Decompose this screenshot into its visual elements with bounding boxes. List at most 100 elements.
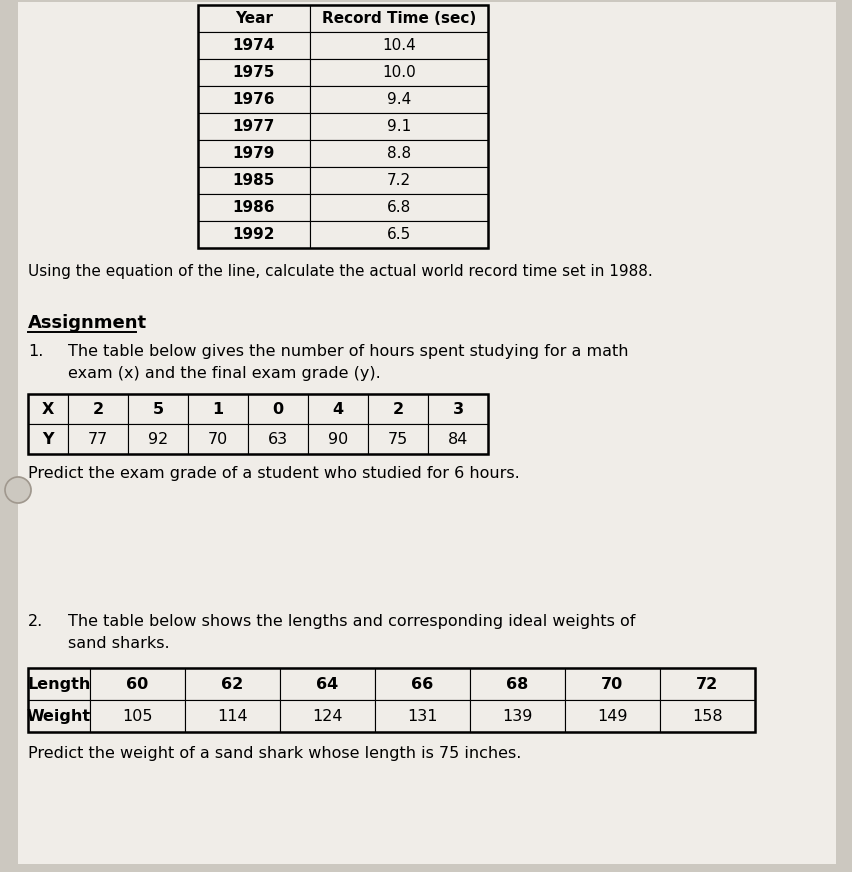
Text: 1.: 1. [28,344,43,359]
Bar [564,700,659,732]
Text: Y: Y [43,432,54,446]
Bar [308,424,367,454]
Text: 1976: 1976 [233,92,275,107]
Text: 2: 2 [92,401,103,417]
Text: sand sharks.: sand sharks. [68,636,170,651]
Text: 2.: 2. [28,614,43,629]
Text: 149: 149 [596,708,627,724]
Bar [469,668,564,700]
Text: 158: 158 [691,708,722,724]
Text: 66: 66 [411,677,433,691]
Bar [187,394,248,424]
Bar [198,140,309,167]
Text: 7.2: 7.2 [387,173,411,188]
Bar [198,221,309,248]
Bar [198,5,487,248]
Text: 1977: 1977 [233,119,275,134]
Circle shape [5,477,31,503]
Bar [564,668,659,700]
Text: The table below gives the number of hours spent studying for a math: The table below gives the number of hour… [68,344,628,359]
Text: 6.8: 6.8 [387,200,411,215]
Bar [309,194,487,221]
Bar [367,394,428,424]
Text: Weight: Weight [27,708,91,724]
Bar [187,424,248,454]
Bar [198,5,309,32]
Bar [128,424,187,454]
Bar [28,424,68,454]
Text: 68: 68 [506,677,528,691]
Bar [309,32,487,59]
Text: exam (x) and the final exam grade (y).: exam (x) and the final exam grade (y). [68,366,380,381]
Bar [279,668,375,700]
Bar [428,394,487,424]
Bar [28,668,754,732]
Text: 1975: 1975 [233,65,275,80]
Bar [68,424,128,454]
Text: 139: 139 [502,708,532,724]
Text: 1986: 1986 [233,200,275,215]
Text: 2: 2 [392,401,403,417]
Bar [185,700,279,732]
Bar [198,32,309,59]
Text: Length: Length [27,677,90,691]
Bar [185,668,279,700]
Bar [90,668,185,700]
Text: 4: 4 [332,401,343,417]
Text: 63: 63 [268,432,288,446]
Text: Predict the weight of a sand shark whose length is 75 inches.: Predict the weight of a sand shark whose… [28,746,521,761]
Text: 64: 64 [316,677,338,691]
Text: Predict the exam grade of a student who studied for 6 hours.: Predict the exam grade of a student who … [28,466,519,481]
Bar [28,394,68,424]
Text: 9.1: 9.1 [387,119,411,134]
Bar [28,700,90,732]
Text: 72: 72 [695,677,717,691]
Bar [198,167,309,194]
Bar [248,394,308,424]
Bar [375,668,469,700]
Bar [309,167,487,194]
Text: 70: 70 [601,677,623,691]
Text: 84: 84 [447,432,468,446]
Bar [309,59,487,86]
Text: Year: Year [234,11,273,26]
Text: 90: 90 [327,432,348,446]
Bar [309,5,487,32]
Text: 1974: 1974 [233,38,275,53]
Bar [28,668,90,700]
Bar [279,700,375,732]
Text: 75: 75 [388,432,407,446]
Text: 0: 0 [272,401,283,417]
Text: Record Time (sec): Record Time (sec) [321,11,475,26]
Bar [128,394,187,424]
Bar [198,113,309,140]
Text: 1992: 1992 [233,227,275,242]
Bar [90,700,185,732]
Bar [367,424,428,454]
Text: Using the equation of the line, calculate the actual world record time set in 19: Using the equation of the line, calculat… [28,264,652,279]
Text: X: X [42,401,55,417]
Bar [309,86,487,113]
Text: The table below shows the lengths and corresponding ideal weights of: The table below shows the lengths and co… [68,614,635,629]
Bar [248,424,308,454]
Bar [309,140,487,167]
Text: 70: 70 [208,432,227,446]
Bar [659,668,754,700]
Text: 105: 105 [122,708,153,724]
Text: 124: 124 [312,708,343,724]
Bar [659,700,754,732]
Text: 62: 62 [222,677,244,691]
Bar [309,113,487,140]
Text: 60: 60 [126,677,148,691]
Text: 10.0: 10.0 [382,65,416,80]
Text: 131: 131 [406,708,437,724]
Text: Assignment: Assignment [28,314,147,332]
Text: 6.5: 6.5 [387,227,411,242]
Text: 8.8: 8.8 [387,146,411,161]
Bar [198,59,309,86]
Bar [375,700,469,732]
Bar [198,86,309,113]
Text: 1985: 1985 [233,173,275,188]
Bar [309,221,487,248]
Bar [198,194,309,221]
